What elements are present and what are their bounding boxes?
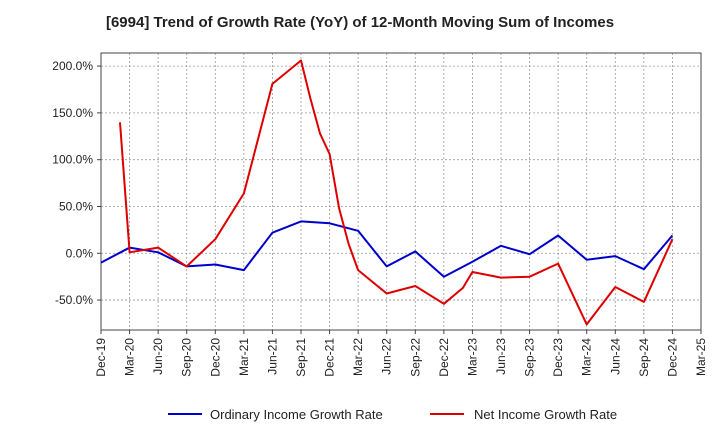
- plot-area: [101, 53, 701, 330]
- legend-label-1: Ordinary Income Growth Rate: [210, 407, 383, 422]
- x-tick-label: Mar-22: [351, 338, 365, 376]
- legend-label-2: Net Income Growth Rate: [474, 407, 617, 422]
- x-tick-label: Sep-21: [294, 338, 308, 377]
- x-tick-label: Sep-23: [523, 338, 537, 377]
- x-tick-label: Jun-23: [494, 338, 508, 375]
- y-tick-label: 100.0%: [52, 153, 93, 167]
- x-tick-label: Dec-24: [665, 338, 679, 377]
- x-tick-label: Dec-23: [551, 338, 565, 377]
- x-tick-label: Jun-24: [608, 338, 622, 375]
- y-tick-label: 150.0%: [52, 106, 93, 120]
- y-tick-label: 0.0%: [66, 246, 94, 260]
- x-tick-label: Jun-20: [151, 338, 165, 375]
- x-tick-label: Jun-22: [380, 338, 394, 375]
- x-tick-label: Dec-22: [437, 338, 451, 377]
- y-tick-label: 200.0%: [52, 59, 93, 73]
- x-tick-label: Mar-23: [465, 338, 479, 376]
- x-tick-label: Mar-24: [580, 338, 594, 376]
- chart-title: [6994] Trend of Growth Rate (YoY) of 12-…: [105, 14, 615, 31]
- x-tick-label: Jun-21: [265, 338, 279, 375]
- x-tick-label: Dec-19: [94, 338, 108, 377]
- plot-frame: [100, 52, 702, 331]
- x-tick-label: Mar-25: [694, 338, 708, 376]
- x-tick-label: Dec-21: [323, 338, 337, 377]
- x-tick-label: Sep-22: [408, 338, 422, 377]
- x-tick-label: Mar-21: [237, 338, 251, 376]
- y-tick-label: 50.0%: [59, 199, 93, 213]
- x-tick-label: Sep-24: [637, 338, 651, 377]
- x-tick-label: Mar-20: [123, 338, 137, 376]
- series-line-2: [119, 59, 674, 326]
- x-tick-label: Sep-20: [180, 338, 194, 377]
- x-tick-label: Dec-20: [208, 338, 222, 377]
- y-tick-label: -50.0%: [55, 293, 93, 307]
- series-line-1: [100, 220, 674, 278]
